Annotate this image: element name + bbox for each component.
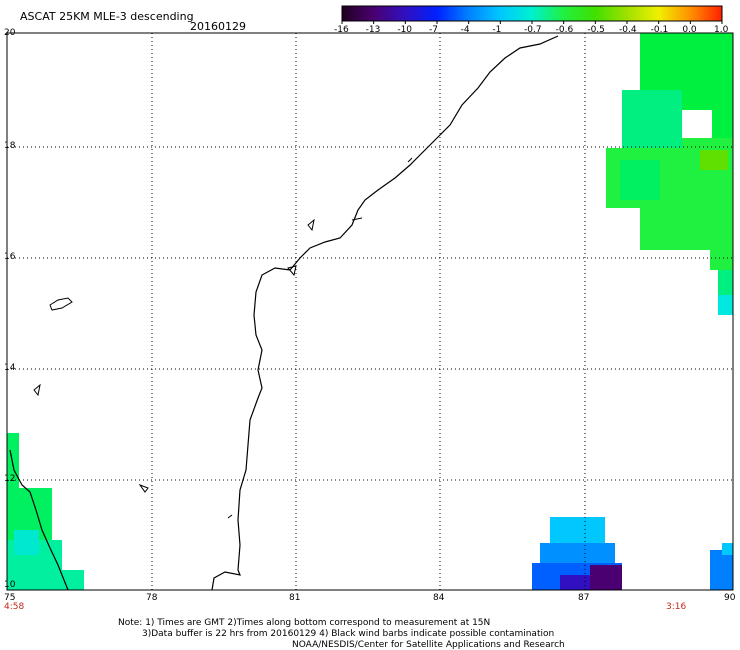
- ne-swath: [606, 33, 733, 315]
- delta-shapes: [227, 157, 413, 519]
- y-tick-16: 16: [4, 252, 16, 262]
- colorbar-label: -0.7: [524, 25, 542, 35]
- colorbar-gradient: [341, 5, 723, 22]
- colorbar-label: -10: [397, 25, 413, 35]
- colorbar-label: 0.0: [682, 25, 697, 35]
- colorbar-label: -1: [492, 25, 502, 35]
- note-line-2: 3)Data buffer is 22 hrs from 20160129 4)…: [142, 629, 555, 639]
- sw-swath: [7, 433, 84, 590]
- y-tick-12: 12: [4, 474, 16, 484]
- coastline: [211, 35, 559, 591]
- colorbar-label: -0.1: [650, 25, 669, 35]
- x-tick-87: 87: [578, 593, 590, 603]
- y-tick-14: 14: [4, 363, 16, 373]
- colorbar-label: -0.4: [619, 25, 637, 35]
- colorbar-label: 1.0: [714, 25, 729, 35]
- colorbar-label: -13: [365, 25, 381, 35]
- x-tick-90: 90: [724, 593, 736, 603]
- grid-lines: [7, 33, 733, 590]
- note-line-1: Note: 1) Times are GMT 2)Times along bot…: [118, 618, 491, 628]
- coastline-west: [9, 449, 69, 591]
- colorbar-label: -0.6: [555, 25, 574, 35]
- colorbar-label: -16: [334, 25, 349, 35]
- island-sri-lanka-dots: [33, 297, 149, 493]
- y-tick-18: 18: [4, 141, 16, 151]
- map-date: 20160129: [190, 20, 246, 33]
- x-tick-81: 81: [289, 593, 301, 603]
- x-tick-84: 84: [433, 593, 445, 603]
- x-tick-75: 75: [4, 593, 16, 603]
- map-title: ASCAT 25KM MLE-3 descending: [20, 10, 194, 23]
- time-right: 3:16: [666, 602, 687, 612]
- note-line-3: NOAA/NESDIS/Center for Satellite Applica…: [292, 640, 565, 650]
- colorbar-label: -7: [429, 25, 438, 35]
- colorbar-label: -0.5: [587, 25, 605, 35]
- se-swath: [532, 517, 733, 590]
- x-tick-78: 78: [146, 593, 158, 603]
- map-frame: [6, 32, 734, 591]
- y-tick-20: 20: [4, 28, 16, 38]
- time-left: 4:58: [4, 602, 25, 612]
- colorbar: [341, 5, 723, 24]
- y-tick-10: 10: [4, 580, 16, 590]
- colorbar-label: -4: [460, 25, 470, 35]
